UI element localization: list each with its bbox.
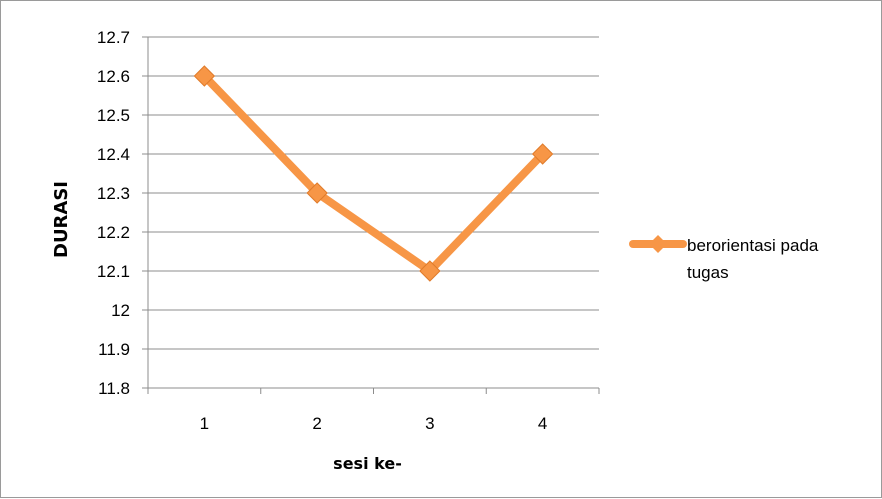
x-tick-label: 1 (200, 414, 209, 433)
data-point-marker (531, 143, 554, 165)
y-tick-label: 12.3 (97, 184, 130, 203)
series-line (200, 72, 547, 275)
legend-label: tugas (687, 263, 729, 282)
legend[interactable]: berorientasi pada tugas (629, 235, 819, 282)
y-tick-label: 12.5 (97, 106, 130, 125)
axes (142, 36, 600, 394)
legend-label: berorientasi pada (687, 236, 819, 255)
y-tick-label: 12.4 (97, 145, 130, 164)
x-tick-labels: 1 2 3 4 (200, 414, 548, 433)
x-tick-label: 4 (538, 414, 547, 433)
y-tick-label: 12 (111, 301, 130, 320)
y-tick-label: 12.1 (97, 262, 130, 281)
data-point-marker (306, 182, 328, 204)
data-point-marker (193, 65, 216, 87)
y-tick-label: 12.7 (97, 28, 130, 47)
series-berorientasi-pada-tugas (193, 65, 554, 282)
y-tick-label: 12.6 (97, 67, 130, 86)
x-tick-label: 3 (425, 414, 434, 433)
y-tick-label: 11.9 (98, 340, 130, 359)
y-axis-title: DURASI (51, 181, 72, 258)
data-point-marker (419, 260, 441, 282)
legend-marker-swatch (649, 235, 667, 253)
x-axis-title: sesi ke- (333, 454, 402, 473)
x-tick-label: 2 (312, 414, 321, 433)
y-tick-label: 11.8 (98, 379, 130, 398)
y-tick-labels: 12.7 12.6 12.5 12.4 12.3 12.2 12.1 12 11.9 11.8 (97, 28, 130, 398)
y-tick-label: 12.2 (97, 223, 130, 242)
